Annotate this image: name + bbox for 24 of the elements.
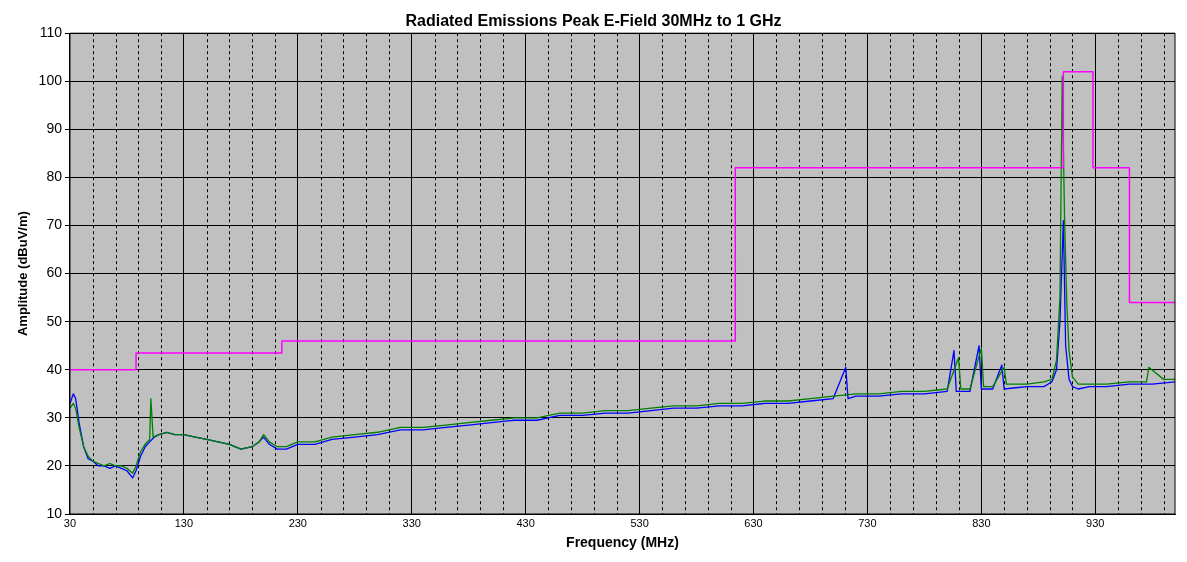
x-tick-label: 30 bbox=[63, 516, 77, 529]
x-tick-label: 430 bbox=[516, 516, 535, 529]
y-tick-label: 10 bbox=[46, 504, 63, 521]
y-tick-label: 20 bbox=[46, 456, 63, 473]
x-tick-label: 330 bbox=[402, 516, 421, 529]
y-axis-title: Amplitude (dBuV/m) bbox=[15, 211, 31, 337]
y-tick-label: 80 bbox=[46, 168, 63, 185]
x-tick-label: 730 bbox=[858, 516, 877, 529]
x-tick-label: 630 bbox=[744, 516, 763, 529]
x-tick-label: 130 bbox=[174, 516, 194, 529]
y-tick-label: 100 bbox=[38, 72, 63, 89]
x-axis-title: Frequency (MHz) bbox=[566, 534, 679, 551]
y-tick-label: 70 bbox=[46, 216, 63, 233]
x-tick-label: 830 bbox=[972, 516, 991, 529]
x-tick-label: 930 bbox=[1086, 516, 1105, 529]
chart-title: Radiated Emissions Peak E-Field 30MHz to 1 GHz bbox=[405, 12, 782, 30]
y-tick-label: 50 bbox=[46, 312, 63, 329]
y-tick-label: 110 bbox=[39, 24, 63, 41]
y-tick-label: 90 bbox=[46, 120, 63, 137]
y-tick-label: 60 bbox=[46, 264, 63, 281]
y-tick-label: 30 bbox=[46, 408, 63, 425]
x-tick-label: 230 bbox=[288, 516, 307, 529]
y-tick-label: 40 bbox=[46, 360, 63, 377]
x-tick-label: 530 bbox=[630, 516, 649, 529]
